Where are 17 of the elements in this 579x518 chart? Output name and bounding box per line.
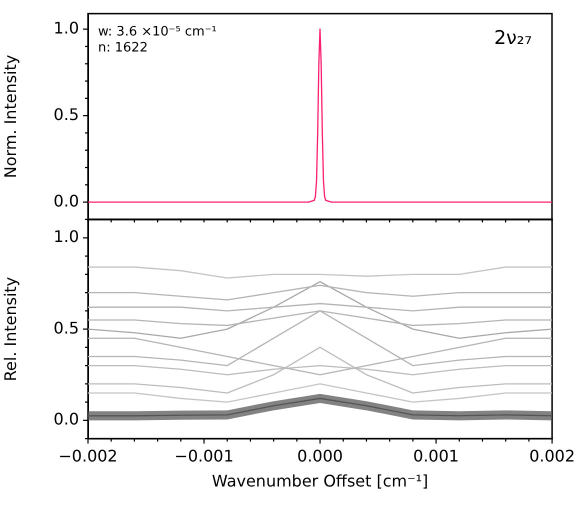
x-axis-title: Wavenumber Offset [cm⁻¹]	[212, 472, 428, 491]
x-tick-label: 0.001	[413, 446, 459, 466]
y-tick-label: 0.0	[54, 410, 79, 429]
y-axis-title: Rel. Intensity	[0, 276, 20, 382]
y-tick-label: 0.5	[54, 318, 79, 338]
y-tick-label: 0.5	[54, 104, 79, 124]
x-tick-label: 0.002	[529, 446, 576, 466]
x-tick-label: −0.001	[174, 446, 234, 466]
y-tick-label: 1.0	[54, 18, 79, 38]
y-tick-label: 0.0	[54, 191, 79, 210]
annotation: 2ν₂₇	[494, 27, 532, 50]
annotation: n: 1622	[98, 40, 148, 56]
x-tick-label: 0.000	[297, 446, 343, 466]
annotation: w: 3.6 ×10⁻⁵ cm⁻¹	[98, 24, 217, 40]
y-tick-label: 1.0	[54, 227, 79, 246]
y-axis-title: Norm. Intensity	[0, 54, 20, 178]
x-tick-label: −0.002	[58, 446, 118, 466]
